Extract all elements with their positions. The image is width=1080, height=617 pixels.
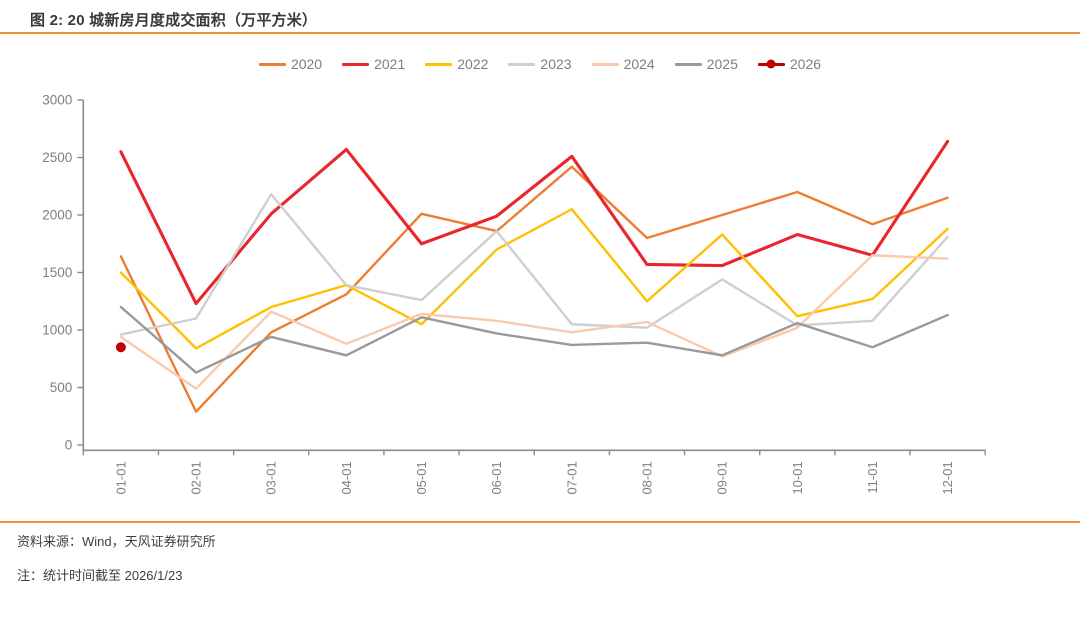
legend-label: 2020 (290, 56, 323, 72)
legend-swatch-2021 (342, 62, 370, 66)
y-axis-tick-label: 2000 (42, 208, 72, 223)
x-axis-tick-label: 04-01 (339, 461, 354, 494)
x-axis-tick-label: 12-01 (940, 461, 955, 494)
x-axis-tick-label: 09-01 (715, 461, 730, 494)
x-axis-tick-label: 01-01 (113, 461, 128, 494)
legend-item-2021: 2021 (342, 56, 405, 72)
y-axis-tick-label: 1000 (42, 323, 72, 338)
x-axis-tick-label: 11-01 (865, 461, 880, 493)
figure-title: 图 2: 20 城新房月度成交面积（万平方米） (30, 12, 318, 29)
legend-label: 2025 (706, 56, 738, 72)
legend-swatch-2022 (425, 62, 453, 66)
legend-swatch-2023 (508, 62, 536, 66)
legend-item-2026: 2026 (757, 56, 822, 72)
legend-item-2024: 2024 (591, 56, 655, 72)
legend-label: 2024 (623, 56, 655, 72)
series-line-2023 (119, 193, 949, 336)
statistics-cutoff-note: 注：统计时间截至 2026/1/23 (17, 568, 183, 583)
x-axis-tick-label: 05-01 (414, 461, 429, 494)
legend-swatch-2020 (258, 62, 286, 66)
legend-item-2020: 2020 (258, 56, 323, 72)
legend-item-2022: 2022 (425, 56, 488, 72)
legend-swatch-2025 (674, 62, 702, 66)
legend-item-2025: 2025 (674, 56, 738, 72)
data-source-note: 资料来源：Wind，天风证券研究所 (17, 534, 216, 549)
series-line-2020 (119, 165, 949, 413)
legend-swatch-2024 (591, 62, 619, 66)
legend-marker-dot (766, 59, 776, 69)
legend-label: 2023 (540, 56, 572, 72)
y-axis-tick-label: 1500 (42, 265, 72, 280)
footer-divider-rule (0, 521, 1080, 523)
x-axis-tick-label: 02-01 (189, 461, 204, 494)
x-axis-tick-label: 10-01 (790, 461, 805, 494)
chart-legend: 2020 2021 2022 2023 2024 2025 2026 (0, 56, 1080, 72)
x-axis-tick-label: 06-01 (489, 461, 504, 494)
series-line-2025 (119, 305, 949, 374)
y-axis-tick-label: 0 (65, 438, 73, 453)
y-axis-tick-label: 2500 (42, 150, 72, 165)
series-line-2024 (119, 254, 949, 390)
legend-label: 2022 (457, 56, 489, 72)
series-line-2022 (119, 208, 949, 350)
x-axis-tick-label: 08-01 (640, 461, 655, 494)
legend-swatch-2026 (757, 59, 785, 69)
y-axis-tick-label: 3000 (42, 93, 72, 108)
legend-item-2023: 2023 (508, 56, 572, 72)
legend-label: 2026 (789, 56, 822, 72)
title-underline-rule (0, 32, 1080, 34)
series-point-2026 (115, 342, 126, 353)
x-axis-tick-label: 07-01 (564, 461, 579, 494)
x-axis-tick-label: 03-01 (264, 461, 279, 494)
legend-label: 2021 (374, 56, 406, 72)
y-axis-tick-label: 500 (50, 380, 73, 395)
series-line-2021 (119, 139, 950, 306)
